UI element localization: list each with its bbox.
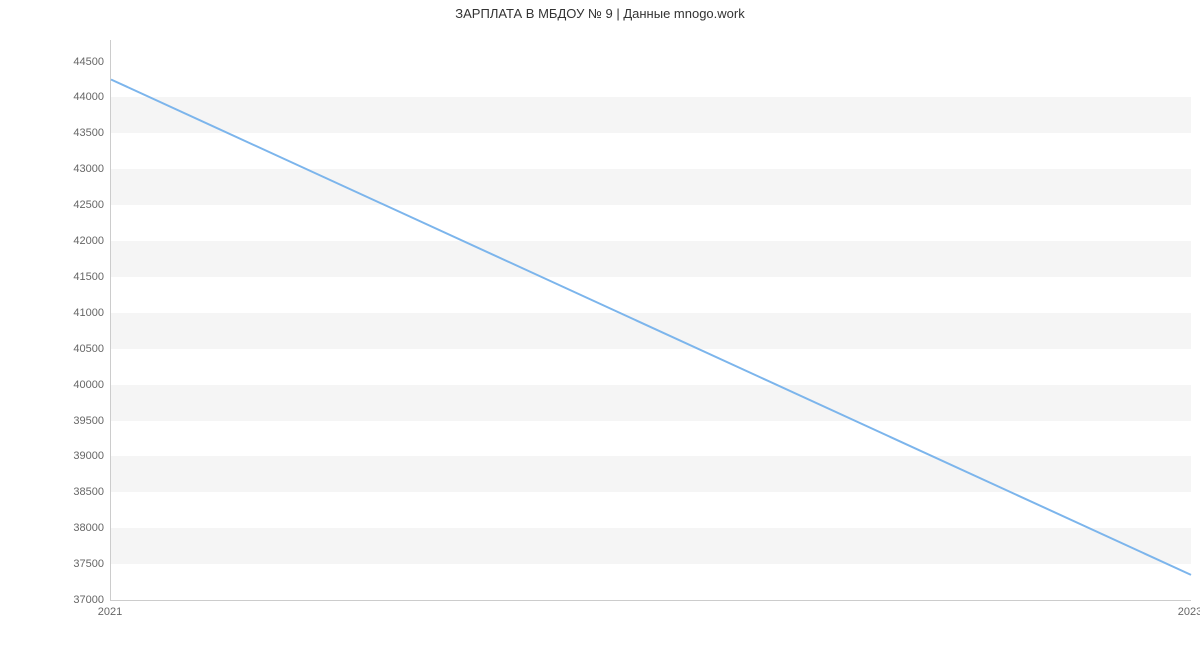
x-tick-label: 2021 <box>98 606 122 618</box>
salary-chart: ЗАРПЛАТА В МБДОУ № 9 | Данные mnogo.work… <box>0 0 1200 650</box>
y-tick-label: 41000 <box>44 307 104 319</box>
line-series-layer <box>111 40 1191 600</box>
chart-title: ЗАРПЛАТА В МБДОУ № 9 | Данные mnogo.work <box>0 6 1200 21</box>
y-tick-label: 40500 <box>44 343 104 355</box>
y-tick-label: 39000 <box>44 450 104 462</box>
y-tick-label: 41500 <box>44 271 104 283</box>
y-tick-label: 37500 <box>44 558 104 570</box>
y-tick-label: 42500 <box>44 199 104 211</box>
y-tick-label: 38500 <box>44 486 104 498</box>
y-tick-label: 43500 <box>44 127 104 139</box>
y-tick-label: 39500 <box>44 415 104 427</box>
y-tick-label: 42000 <box>44 235 104 247</box>
y-tick-label: 44000 <box>44 91 104 103</box>
y-tick-label: 38000 <box>44 522 104 534</box>
y-tick-label: 43000 <box>44 163 104 175</box>
y-tick-label: 40000 <box>44 379 104 391</box>
x-tick-label: 2023 <box>1178 606 1200 618</box>
series-line-salary <box>111 79 1191 574</box>
y-tick-label: 44500 <box>44 56 104 68</box>
plot-area <box>110 40 1191 601</box>
y-tick-label: 37000 <box>44 594 104 606</box>
